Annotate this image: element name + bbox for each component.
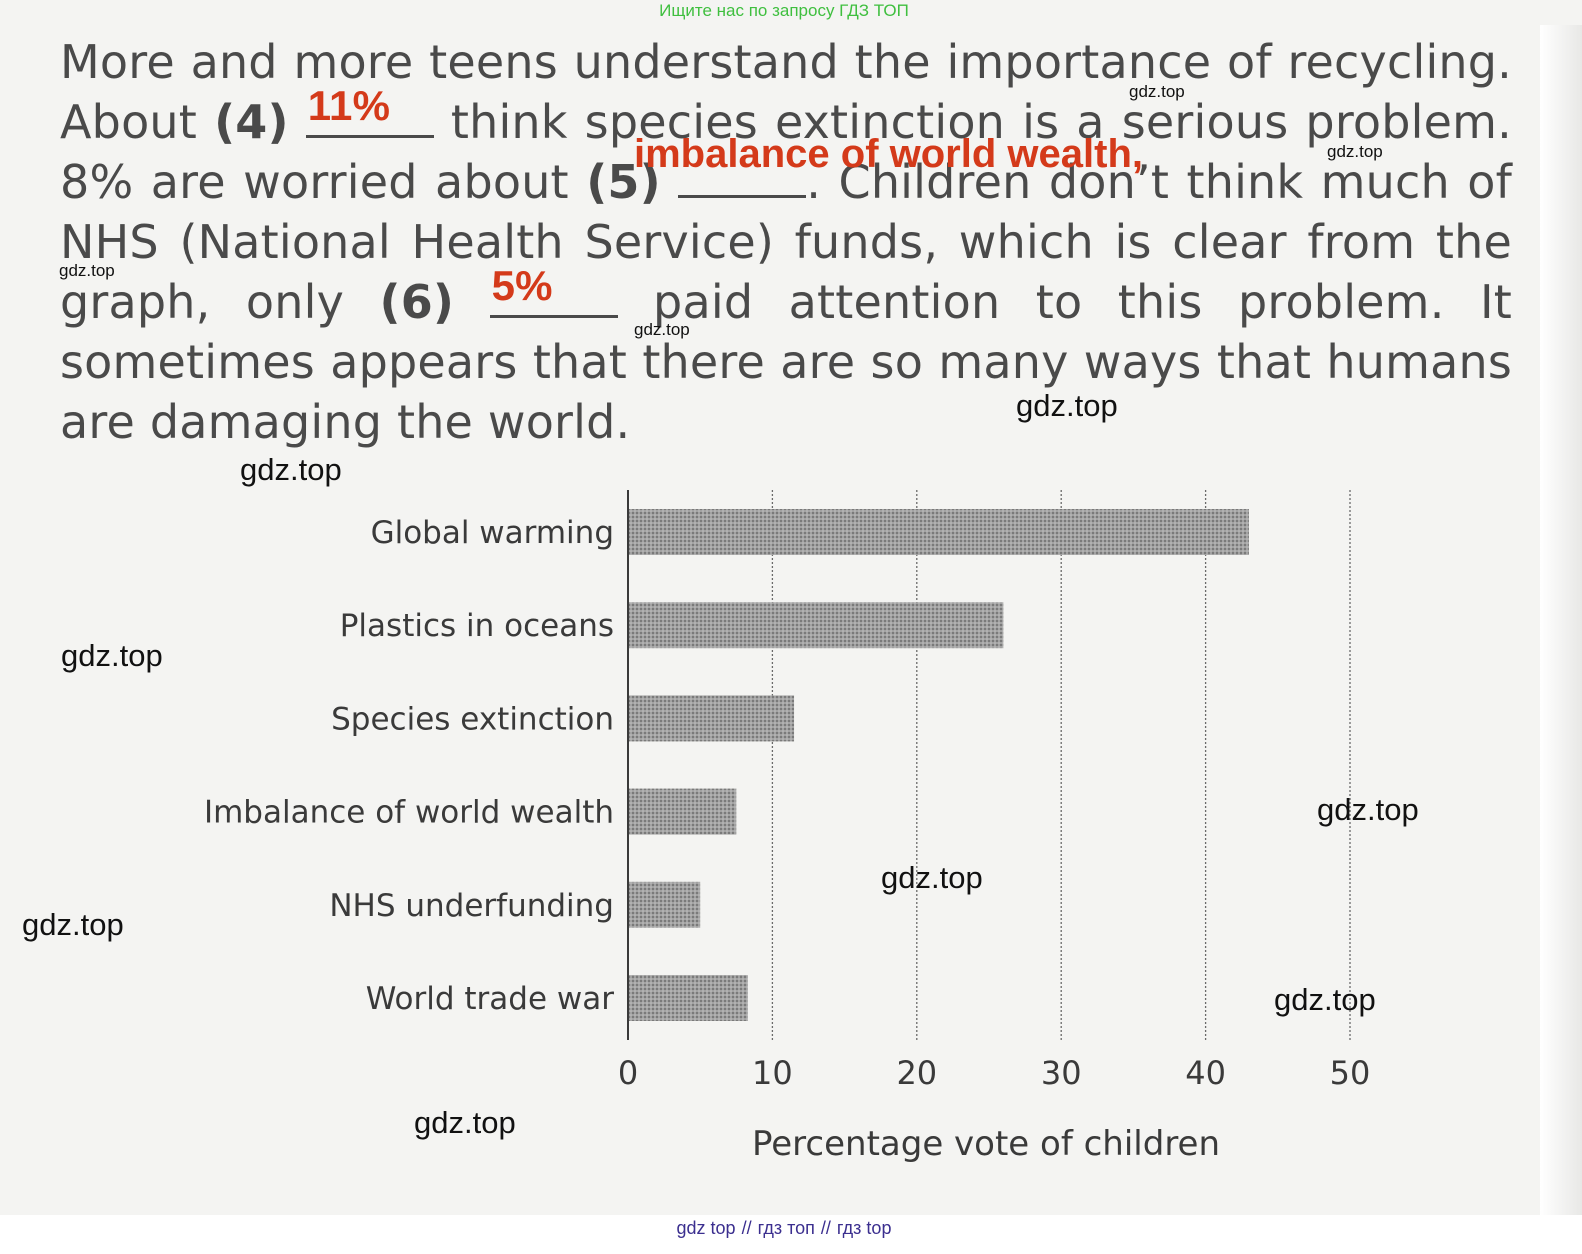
tick-labels: 0 10 20 30 40 50 <box>618 1054 1371 1092</box>
footer-separator: // <box>741 1218 752 1238</box>
category-label: Global warming <box>371 515 614 551</box>
footer-link-2[interactable]: гдз топ <box>757 1218 815 1238</box>
footer: gdz top//гдз топ//гдз top <box>0 1218 1568 1239</box>
bar-world-trade-war <box>628 975 748 1021</box>
bars <box>628 509 1249 1021</box>
category-label: Imbalance of world wealth <box>204 795 614 831</box>
answer-6: 5% <box>491 262 553 309</box>
page-edge <box>1540 25 1582 1215</box>
watermark: gdz.top <box>1274 982 1376 1017</box>
category-label: Plastics in oceans <box>340 608 614 644</box>
bar-imbalance-of-world-wealth <box>628 788 737 835</box>
bar-nhs-underfunding <box>628 881 701 928</box>
top-banner[interactable]: Ищите нас по запросу ГДЗ ТОП <box>659 1 909 20</box>
category-label: World trade war <box>366 981 615 1017</box>
x-tick-label: 40 <box>1185 1054 1226 1092</box>
answer-blank-5 <box>678 155 807 198</box>
gap-number-4: (4) <box>214 95 289 149</box>
paragraph-text-3: . Children don’t think much of NHS (Nati… <box>60 155 1513 329</box>
exercise-paragraph: More and more teens understand the impor… <box>60 32 1512 452</box>
watermark: gdz.top <box>59 261 115 280</box>
footer-link-3[interactable]: гдз top <box>836 1218 892 1238</box>
paragraph-text-4: paid attention to this problem. It somet… <box>60 275 1512 449</box>
x-tick-label: 30 <box>1041 1054 1082 1092</box>
answer-4: 11% <box>307 82 391 129</box>
x-tick-label: 10 <box>752 1054 793 1092</box>
paragraph-text-2: think species extinction is a serious pr… <box>60 95 1512 209</box>
watermark: gdz.top <box>1129 82 1185 101</box>
grid-lines <box>771 490 1351 1040</box>
answer-blank-4: 11% <box>305 85 434 138</box>
category-label: NHS underfunding <box>329 888 614 924</box>
paragraph-text-1: More and more teens understand the impor… <box>60 35 1512 149</box>
page-bottom-strip <box>0 1215 1582 1254</box>
watermark: gdz.top <box>414 1105 516 1140</box>
gap-number-5: (5) <box>586 155 661 209</box>
watermark: gdz.top <box>61 638 163 673</box>
bar-chart: Global warming Plastics in oceans Species … <box>204 490 1371 1164</box>
x-axis-label: Percentage vote of children <box>752 1124 1220 1164</box>
watermark: gdz.top <box>634 320 690 339</box>
watermark: gdz.top <box>1327 142 1383 161</box>
watermark: gdz.top <box>1016 388 1118 423</box>
bar-global-warming <box>628 509 1249 555</box>
x-tick-label: 50 <box>1330 1054 1371 1092</box>
gap-number-6: (6) <box>379 275 455 329</box>
x-tick-label: 20 <box>896 1054 937 1092</box>
footer-link-1[interactable]: gdz top <box>676 1218 736 1238</box>
watermark: gdz.top <box>881 860 983 895</box>
answer-5: imbalance of world wealth, <box>634 132 1143 176</box>
watermark: gdz.top <box>240 452 342 487</box>
footer-separator: // <box>820 1218 831 1238</box>
x-tick-label: 0 <box>618 1054 638 1092</box>
bar-plastics-in-oceans <box>628 602 1004 649</box>
bar-species-extinction <box>628 695 795 742</box>
category-labels: Global warming Plastics in oceans Species … <box>204 515 614 1017</box>
answer-blank-6: 5% <box>489 265 618 318</box>
category-label: Species extinction <box>331 701 614 737</box>
watermark: gdz.top <box>22 907 124 942</box>
watermark: gdz.top <box>1317 792 1419 827</box>
